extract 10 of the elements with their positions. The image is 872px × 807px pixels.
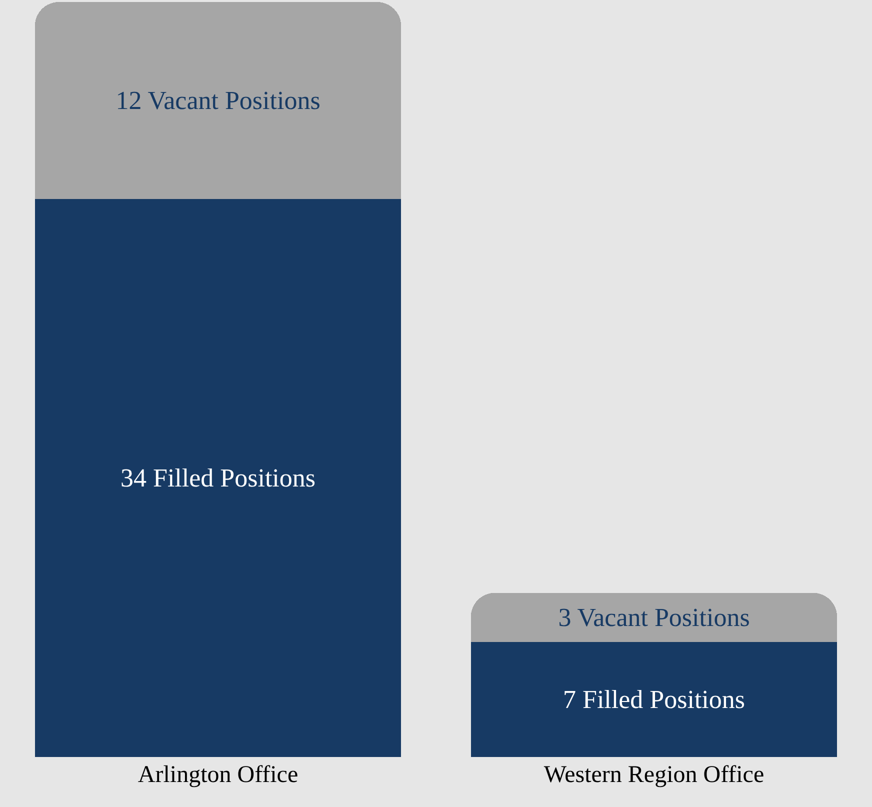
- x-tick-label: Arlington Office: [138, 762, 298, 788]
- data-label: 3 Vacant Positions: [558, 602, 750, 632]
- bar: [470, 642, 838, 757]
- x-tick-label: Western Region Office: [544, 762, 764, 788]
- bar: [34, 198, 402, 757]
- data-label: 12 Vacant Positions: [116, 86, 320, 115]
- bar: [34, 2, 402, 199]
- data-label: 34 Filled Positions: [120, 463, 316, 492]
- bar: [470, 592, 838, 642]
- data-label: 7 Filled Positions: [562, 685, 746, 714]
